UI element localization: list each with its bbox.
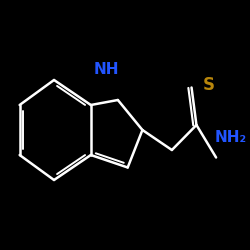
Text: S: S bbox=[203, 76, 215, 94]
Text: NH₂: NH₂ bbox=[215, 130, 247, 145]
Text: NH: NH bbox=[94, 62, 120, 78]
